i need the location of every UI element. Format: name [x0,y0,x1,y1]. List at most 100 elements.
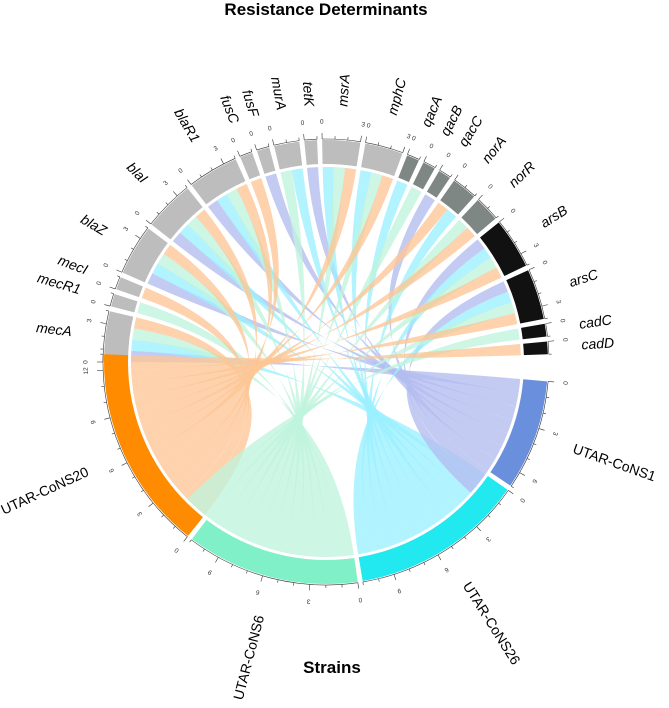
gene-label-meci: mecI [56,252,90,278]
tick-utar-cons26 [408,568,411,572]
tick-arsb [514,240,518,243]
ribbon-meci-utar-cons20 [141,287,250,506]
tick-norr [487,206,491,209]
tick-nora [454,174,459,181]
tick-utar-cons20 [121,462,128,466]
tick-blaz [124,259,128,261]
tick-utar-cons20 [148,502,154,508]
axis-cadd [547,341,550,355]
axis-blaz [121,227,149,273]
gene-label-blaz: blaZ [78,211,110,239]
ribbon-norr-utar-cons20 [134,227,475,411]
ribbon-blaz-utar-cons1 [147,273,519,407]
tick-mphc [402,146,406,153]
gene-label-norr: norR [505,158,538,191]
tick-utar-cons6 [246,570,248,574]
tick-utar-cons26 [423,562,426,566]
axis-tetk [304,138,318,141]
segment-nora [440,180,475,215]
tick-mphc [365,136,367,143]
ribbon-blaz-utar-cons20 [163,244,251,496]
tick-mura [285,139,287,143]
tick-blai [156,211,160,215]
tick-blai [184,185,188,188]
axis-arsb [499,221,528,266]
ribbon-arsb-utar-cons1 [404,239,488,482]
tick-label-msra: 0 [320,119,324,126]
segment-meca [104,311,134,362]
segment-qaca [398,155,419,183]
tick-fusc [237,150,241,157]
tick-arsb [499,217,505,223]
tick-label-utar-cons26: 6 [443,565,450,573]
tick-label-meci: 0 [96,280,104,286]
tick-utar-cons26 [393,574,397,581]
tick-label-msra: 3 [361,121,366,129]
gene-label-tetk: tetK [300,81,318,108]
axis-nora [454,179,475,197]
segment-qacb [412,162,435,190]
ribbon-blai-utar-cons1 [172,232,516,421]
ribbon-mecr1-utar-cons6 [137,302,340,558]
tick-label-utar-cons6: 3 [306,598,310,605]
axis-utar-cons20 [102,354,188,537]
tick-blar1 [210,167,213,171]
tick-blar1 [199,174,202,178]
tick-mphc [390,145,392,149]
tick-blai [145,220,152,225]
tick-meca [105,310,109,312]
tick-label-utar-cons1: 3 [551,431,559,437]
tick-nora [464,185,468,188]
tick-arsb [526,263,530,266]
tick-meci [109,286,116,290]
tick-tetk [303,134,305,141]
ribbon-blaz-utar-cons6 [157,253,326,557]
tick-utar-cons20 [117,447,121,450]
segment-blaz [122,228,168,283]
tick-label-utar-cons20: 9 [90,419,98,425]
segment-tetk [304,140,319,165]
tick-qacb [434,164,437,168]
axis-qacb [423,161,436,168]
tick-utar-cons20 [183,536,188,542]
axis-utar-cons1 [510,381,549,487]
tick-label-utar-cons20: 6 [108,467,116,474]
ribbon-blai-utar-cons20 [166,209,258,486]
strain-label-utar-cons6: UTAR-CoNS6 [230,613,267,701]
tick-meca [100,322,107,324]
gene-label-blai: blaI [124,159,151,186]
segment-utar-cons20 [104,354,203,536]
gene-label-mura: murA [268,75,290,111]
tick-qacc [450,174,453,178]
ribbon-msra-utar-cons6 [257,167,346,549]
tick-blaz [145,225,148,229]
tick-msra [360,135,362,142]
tick-arsc [533,280,537,282]
tick-utar-cons20 [161,514,165,518]
tick-label-qacb: 0 [428,143,435,151]
axis-utar-cons26 [362,490,509,583]
tick-label-utar-cons1: 6 [530,478,538,485]
tick-blai [165,202,169,205]
tick-arsb [520,250,527,255]
segment-msra [322,140,361,167]
tick-label-blai: 3 [162,179,170,187]
ribbon-blar1-utar-cons1 [207,200,513,434]
tick-utar-cons20 [172,526,176,529]
tick-label-mura: 0 [267,125,273,133]
ribbon-cadd-utar-cons20 [131,343,521,370]
segment-blai [151,188,203,240]
tick-label-utar-cons20: 3 [136,510,144,518]
tick-mecr1 [104,304,111,307]
tick-utar-cons6 [231,564,233,568]
tick-utar-cons1 [519,472,526,476]
tick-utar-cons26 [498,502,502,506]
tick-qaca [407,148,410,155]
tick-utar-cons20 [111,432,115,435]
tick-label-utar-cons26: 3 [484,535,492,543]
tick-fusc [250,148,253,152]
ribbon-arsc-utar-cons20 [131,313,518,384]
axis-msra [322,138,361,142]
